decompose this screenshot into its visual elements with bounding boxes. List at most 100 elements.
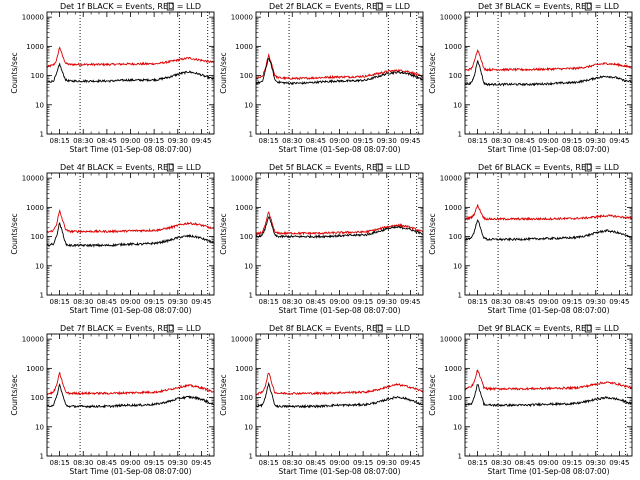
lld-series-line [256,211,423,236]
events-series-line [47,62,214,84]
lld-series-line [465,369,632,392]
x-tick-label: 08:15 [50,459,70,467]
events-series-line [256,216,423,239]
y-tick-label: 10 [453,262,462,270]
lld-series-line [465,204,632,222]
x-tick-label: 08:30 [491,298,511,306]
marker-box [166,324,174,333]
x-tick-label: 08:45 [306,459,326,467]
plot-frame [464,11,633,135]
y-tick-label: 10000 [22,336,44,344]
plot-frame [255,11,424,135]
lld-series-line [465,48,632,72]
x-tick-label: 08:45 [97,298,117,306]
panel-title: Det 9f BLACK = Events, RED = LLD [478,324,619,333]
plot-frame [255,333,424,457]
x-tick-label: 09:30 [168,459,188,467]
y-axis-label: Counts/sec [428,374,437,415]
detector-panel: Det 3f BLACK = Events, RED = LLD 1 10 100 10… [428,2,633,154]
y-tick-label: 10 [244,423,253,431]
x-tick-label: 08:15 [468,459,488,467]
y-tick-label: 10000 [22,175,44,183]
y-tick-label: 10000 [22,14,44,22]
x-tick-label: 09:30 [168,298,188,306]
x-axis-label: Start Time (01-Sep-08 08:07:00) [70,467,192,476]
x-tick-label: 09:00 [120,459,140,467]
x-tick-label: 08:45 [97,137,117,145]
y-tick-label: 10 [35,423,44,431]
x-tick-label: 09:45 [191,459,211,467]
y-axis-label: Counts/sec [428,213,437,254]
x-tick-label: 08:30 [73,298,93,306]
marker-box [584,324,592,333]
lld-series-line [256,372,423,396]
y-axis-label: Counts/sec [219,213,228,254]
lld-series-line [47,208,214,234]
y-tick-label: 100 [240,394,253,402]
x-axis-label: Start Time (01-Sep-08 08:07:00) [279,145,401,154]
y-tick-label: 1000 [444,43,462,51]
y-tick-label: 100 [31,394,44,402]
plot-frame [46,333,215,457]
x-axis-label: Start Time (01-Sep-08 08:07:00) [488,145,610,154]
y-tick-label: 10000 [231,175,253,183]
y-tick-label: 1000 [235,204,253,212]
lld-series-line [47,46,214,68]
plot-frame [464,333,633,457]
x-tick-label: 08:30 [491,459,511,467]
detector-panel: Det 5f BLACK = Events, RED = LLD 1 10 100 10… [219,163,424,315]
detector-panel: Det 8f BLACK = Events, RED = LLD 1 10 100 10… [219,324,424,476]
x-tick-label: 09:00 [538,298,558,306]
x-tick-label: 09:15 [562,298,582,306]
x-tick-label: 09:30 [377,459,397,467]
x-tick-label: 09:00 [329,137,349,145]
detector-panel: Det 6f BLACK = Events, RED = LLD 1 10 100 10… [428,163,633,315]
y-tick-label: 1 [40,131,44,139]
panel-title: Det 6f BLACK = Events, RED = LLD [478,163,619,172]
y-axis-label: Counts/sec [219,374,228,415]
x-tick-label: 09:00 [120,298,140,306]
panel-title: Det 1f BLACK = Events, RED = LLD [60,2,201,11]
lld-series-line [256,53,423,81]
detector-panel: Det 4f BLACK = Events, RED = LLD 1 10 100 10… [10,163,215,315]
x-tick-label: 08:30 [282,298,302,306]
y-tick-label: 1 [249,292,253,300]
panel-title: Det 2f BLACK = Events, RED = LLD [269,2,410,11]
x-axis-label: Start Time (01-Sep-08 08:07:00) [279,467,401,476]
plot-frame [46,11,215,135]
x-tick-label: 09:00 [538,459,558,467]
y-tick-label: 10 [35,101,44,109]
events-series-line [47,383,214,409]
plot-frame [464,172,633,296]
y-axis-label: Counts/sec [428,52,437,93]
y-tick-label: 1000 [235,43,253,51]
x-tick-label: 09:15 [144,459,164,467]
x-tick-label: 08:45 [306,137,326,145]
y-axis-label: Counts/sec [10,374,19,415]
x-tick-label: 09:45 [191,298,211,306]
x-tick-label: 08:30 [282,137,302,145]
y-tick-label: 10 [244,262,253,270]
x-tick-label: 09:00 [538,137,558,145]
x-axis-label: Start Time (01-Sep-08 08:07:00) [70,306,192,315]
x-tick-label: 09:30 [377,298,397,306]
marker-box [584,163,592,172]
x-tick-label: 08:30 [73,459,93,467]
x-tick-label: 08:15 [468,298,488,306]
marker-box [166,2,174,11]
marker-box [375,163,383,172]
y-tick-label: 100 [240,72,253,80]
y-tick-label: 1 [249,453,253,461]
x-axis-label: Start Time (01-Sep-08 08:07:00) [70,145,192,154]
x-tick-label: 09:00 [329,459,349,467]
y-tick-label: 10 [244,101,253,109]
y-tick-label: 1 [40,453,44,461]
detector-panel: Det 9f BLACK = Events, RED = LLD 1 10 100 10… [428,324,633,476]
y-tick-label: 10 [35,262,44,270]
x-tick-label: 09:45 [400,459,420,467]
x-tick-label: 08:45 [306,298,326,306]
x-tick-label: 09:15 [562,137,582,145]
x-tick-label: 09:45 [400,137,420,145]
lld-series-line [47,372,214,396]
